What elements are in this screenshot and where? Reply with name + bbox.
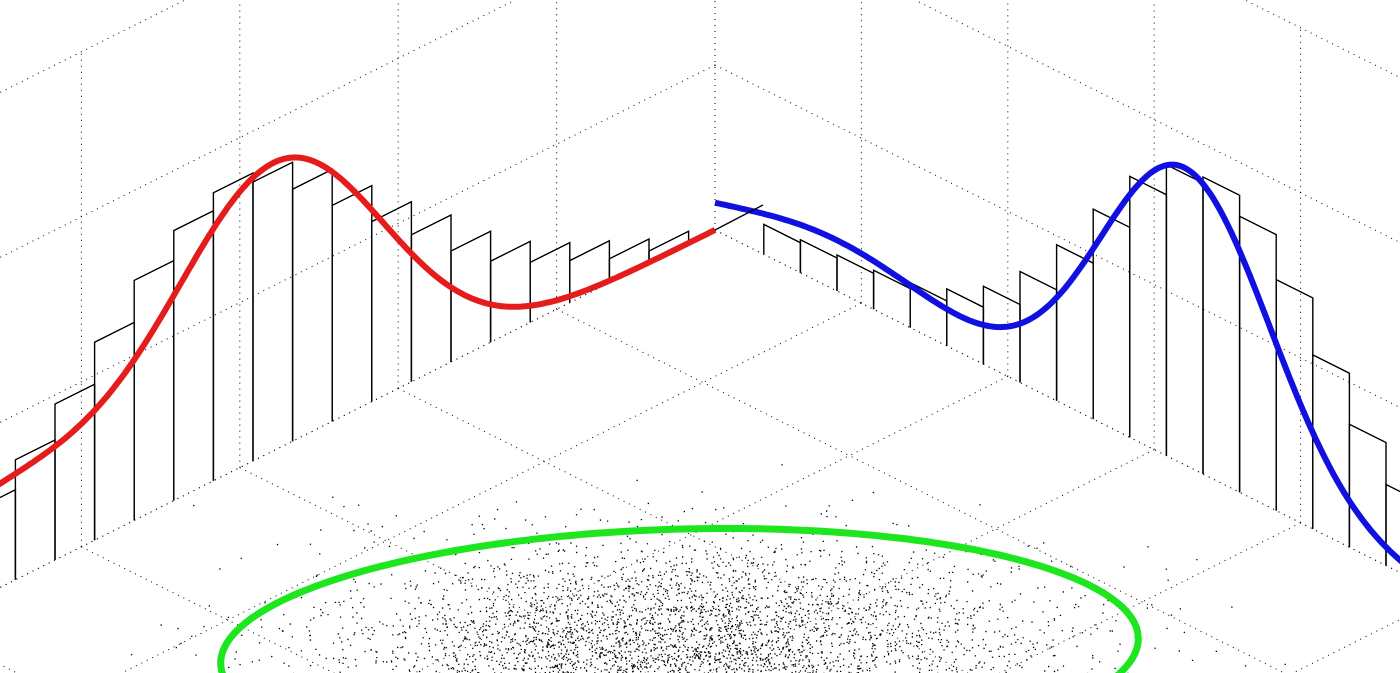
histogram-bar <box>1202 175 1241 493</box>
histogram-bar <box>93 321 135 541</box>
grid-line <box>120 302 862 673</box>
histogram-bar <box>763 223 802 273</box>
confidence-ellipse <box>217 525 1142 673</box>
grid-line <box>0 229 716 589</box>
histogram-bar <box>946 287 985 365</box>
left-marginal-histogram <box>0 161 690 580</box>
histogram-bar <box>529 241 571 323</box>
grid-line <box>643 669 1400 673</box>
histogram-bar <box>1019 270 1058 401</box>
grid-line <box>0 64 716 424</box>
grid-line <box>0 229 716 589</box>
histogram-bar <box>410 213 452 382</box>
grid-line <box>556 308 1286 673</box>
histogram-bar <box>133 259 175 521</box>
histogram-bar <box>1165 163 1204 474</box>
grid-line <box>81 546 335 673</box>
histogram-bar <box>1275 278 1314 529</box>
vertical-corner-axis <box>714 204 764 231</box>
histogram-bar <box>1129 175 1168 456</box>
grid-line <box>1243 0 1400 79</box>
histogram-bar <box>0 488 17 580</box>
histogram-bar <box>1385 483 1400 566</box>
histogram-bar <box>54 383 96 560</box>
histogram-bar <box>173 209 215 501</box>
histogram-bar <box>291 168 333 442</box>
left-marginal-fit-curve <box>0 154 717 488</box>
grid-line <box>0 0 187 94</box>
histogram-bar <box>982 285 1021 383</box>
histogram-bar <box>489 240 531 343</box>
grid-line <box>714 64 1400 409</box>
histogram-bar <box>252 161 294 461</box>
grid-line <box>913 0 1400 244</box>
grid-line <box>0 663 19 673</box>
histogram-bar <box>799 238 838 291</box>
histogram-bar <box>331 184 373 422</box>
grid-line <box>0 0 517 259</box>
scatter-points <box>130 464 1286 673</box>
scatter-point-cloud <box>130 464 1286 673</box>
histogram-bar <box>836 253 875 310</box>
right-marginal-fit-curve <box>714 161 1400 565</box>
